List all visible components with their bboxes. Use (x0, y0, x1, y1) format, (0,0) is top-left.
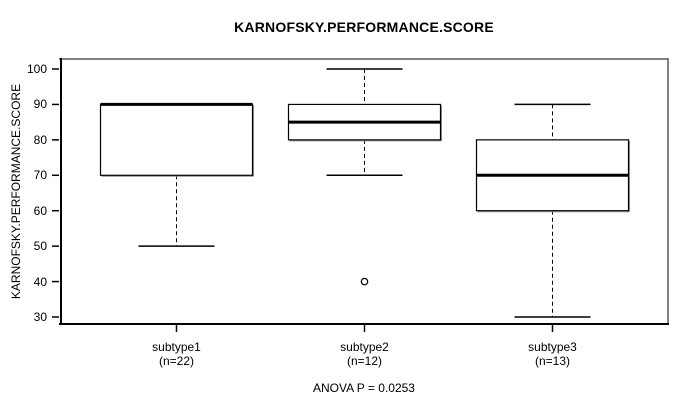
boxplot-box-subtype1 (99, 103, 254, 176)
group-name: subtype1 (152, 340, 201, 354)
anova-annotation: ANOVA P = 0.0253 (313, 381, 415, 395)
x-group-label-subtype2: subtype2 (n=12) (295, 340, 435, 368)
y-tick-label: 90 (33, 97, 47, 112)
y-tick-label: 70 (33, 168, 47, 183)
y-tick-label: 80 (33, 132, 47, 147)
chart-title: KARNOFSKY.PERFORMANCE.SCORE (234, 19, 494, 35)
y-tick-label: 60 (33, 203, 47, 218)
group-name: subtype3 (528, 340, 577, 354)
x-group-label-subtype1: subtype1 (n=22) (107, 340, 247, 368)
outlier-point (360, 277, 369, 286)
group-count: (n=13) (534, 354, 571, 368)
y-tick-label: 100 (26, 62, 47, 76)
group-name: subtype2 (340, 340, 389, 354)
y-tick-label: 50 (33, 239, 47, 254)
group-count: (n=22) (158, 354, 195, 368)
group-count: (n=12) (346, 354, 383, 368)
y-tick-label: 30 (33, 310, 47, 324)
y-tick-label: 40 (33, 274, 47, 289)
x-group-label-subtype3: subtype3 (n=13) (483, 340, 623, 368)
